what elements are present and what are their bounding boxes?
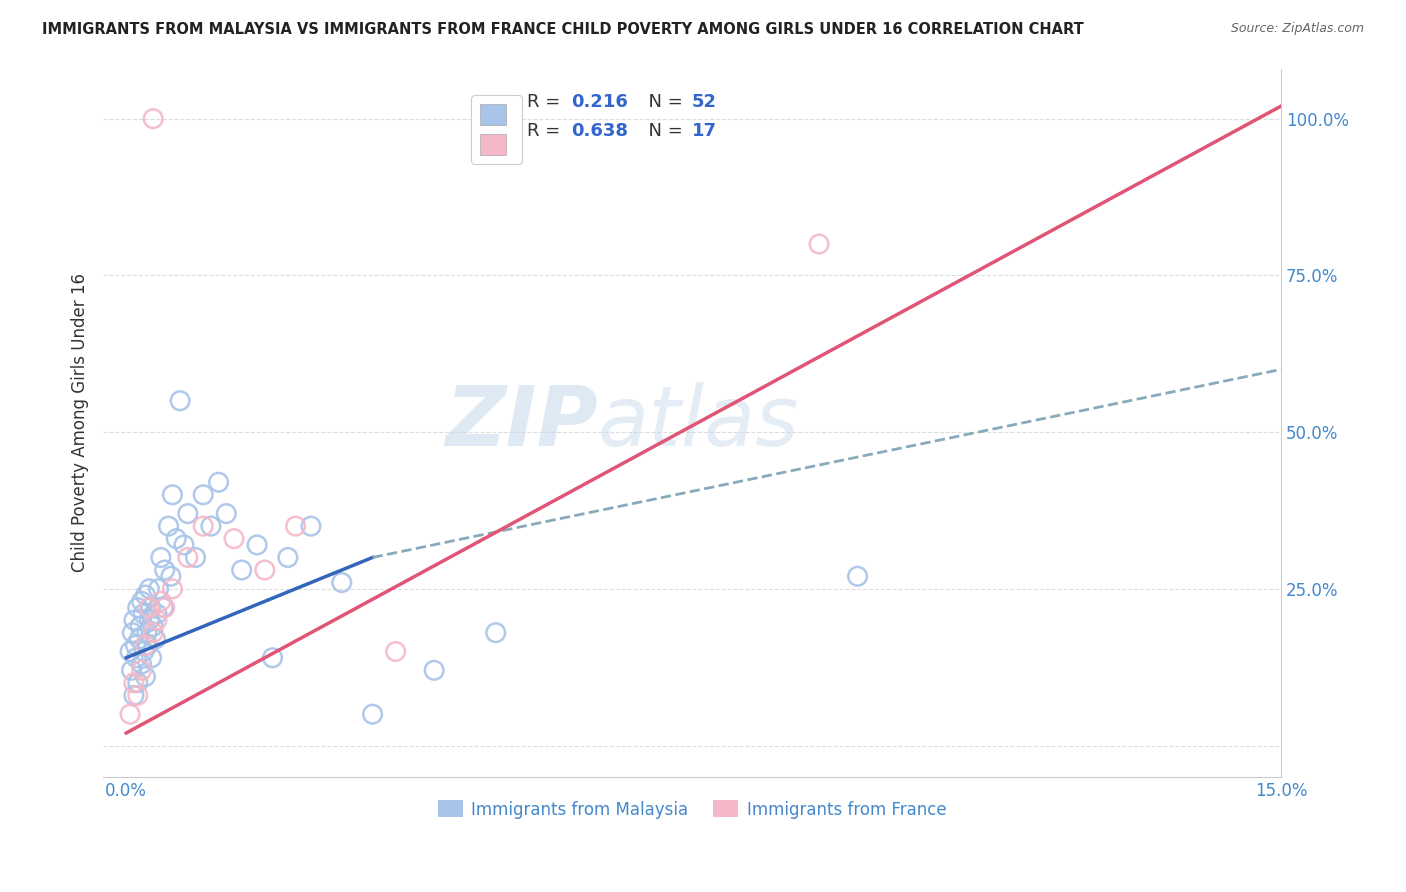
Point	[277, 550, 299, 565]
Point	[124, 638, 146, 652]
Text: 0.638: 0.638	[571, 121, 627, 140]
Point	[141, 650, 163, 665]
Point	[148, 582, 170, 596]
Point	[142, 112, 165, 126]
Point	[136, 625, 159, 640]
Point	[384, 644, 406, 658]
Point	[122, 689, 145, 703]
Point	[121, 625, 143, 640]
Point	[127, 689, 149, 703]
Point	[177, 550, 200, 565]
Point	[246, 538, 269, 552]
Point	[132, 644, 155, 658]
Point	[846, 569, 869, 583]
Y-axis label: Child Poverty Among Girls Under 16: Child Poverty Among Girls Under 16	[72, 273, 89, 572]
Point	[165, 532, 187, 546]
Point	[120, 644, 142, 658]
Point	[149, 594, 172, 608]
Point	[127, 676, 149, 690]
Point	[131, 657, 153, 671]
Point	[162, 582, 184, 596]
Text: R =: R =	[527, 121, 567, 140]
Point	[299, 519, 322, 533]
Point	[153, 600, 176, 615]
Point	[139, 600, 162, 615]
Text: ZIP: ZIP	[446, 382, 598, 463]
Point	[132, 607, 155, 621]
Point	[152, 600, 174, 615]
Point	[160, 569, 183, 583]
Point	[146, 613, 169, 627]
Point	[131, 594, 153, 608]
Legend: Immigrants from Malaysia, Immigrants from France: Immigrants from Malaysia, Immigrants fro…	[432, 794, 953, 825]
Point	[121, 663, 143, 677]
Point	[125, 650, 148, 665]
Point	[169, 393, 191, 408]
Point	[138, 582, 160, 596]
Point	[193, 519, 215, 533]
Point	[215, 507, 238, 521]
Point	[423, 663, 446, 677]
Point	[200, 519, 222, 533]
Point	[157, 519, 180, 533]
Point	[138, 613, 160, 627]
Text: Source: ZipAtlas.com: Source: ZipAtlas.com	[1230, 22, 1364, 36]
Point	[142, 625, 165, 640]
Point	[177, 507, 200, 521]
Text: IMMIGRANTS FROM MALAYSIA VS IMMIGRANTS FROM FRANCE CHILD POVERTY AMONG GIRLS UND: IMMIGRANTS FROM MALAYSIA VS IMMIGRANTS F…	[42, 22, 1084, 37]
Text: R =: R =	[527, 94, 567, 112]
Text: atlas: atlas	[598, 382, 800, 463]
Point	[138, 600, 160, 615]
Point	[153, 563, 176, 577]
Point	[122, 676, 145, 690]
Point	[145, 632, 167, 646]
Point	[134, 588, 156, 602]
Point	[207, 475, 229, 490]
Point	[222, 532, 245, 546]
Text: 17: 17	[692, 121, 717, 140]
Point	[149, 550, 172, 565]
Text: N =: N =	[637, 94, 688, 112]
Point	[361, 707, 384, 722]
Point	[330, 575, 353, 590]
Point	[262, 650, 284, 665]
Point	[193, 488, 215, 502]
Point	[808, 237, 831, 252]
Point	[136, 638, 159, 652]
Point	[142, 619, 165, 633]
Point	[131, 663, 153, 677]
Point	[122, 613, 145, 627]
Point	[173, 538, 195, 552]
Point	[129, 619, 152, 633]
Point	[284, 519, 307, 533]
Point	[134, 638, 156, 652]
Point	[162, 488, 184, 502]
Point	[253, 563, 276, 577]
Point	[120, 707, 142, 722]
Point	[146, 607, 169, 621]
Point	[184, 550, 207, 565]
Point	[127, 600, 149, 615]
Text: N =: N =	[637, 121, 688, 140]
Point	[231, 563, 253, 577]
Point	[485, 625, 508, 640]
Point	[128, 632, 150, 646]
Text: 0.216: 0.216	[571, 94, 627, 112]
Text: 52: 52	[692, 94, 717, 112]
Point	[134, 669, 156, 683]
